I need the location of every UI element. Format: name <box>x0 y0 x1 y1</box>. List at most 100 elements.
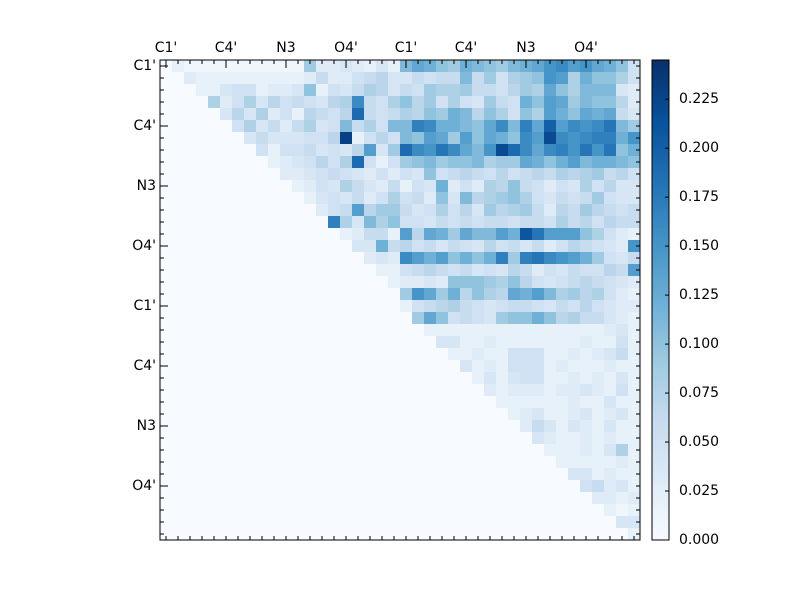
cell <box>568 84 581 97</box>
cell <box>292 204 305 217</box>
y-tick-label: C1' <box>133 58 156 74</box>
cell <box>580 528 593 541</box>
cell <box>376 252 389 265</box>
cell <box>580 120 593 133</box>
cell <box>544 396 557 409</box>
cell <box>268 288 281 301</box>
cell <box>580 480 593 493</box>
cell <box>448 336 461 349</box>
cell <box>340 528 353 541</box>
cell <box>268 108 281 121</box>
cell <box>604 228 617 241</box>
cell <box>532 252 545 265</box>
cell <box>304 396 317 409</box>
cell <box>184 528 197 541</box>
cell <box>304 348 317 361</box>
cell <box>400 240 413 253</box>
cell <box>424 504 437 517</box>
cell <box>388 444 401 457</box>
cell <box>388 336 401 349</box>
cell <box>304 204 317 217</box>
cell <box>280 240 293 253</box>
cell <box>256 444 269 457</box>
cell <box>376 240 389 253</box>
cell <box>472 396 485 409</box>
colorbar-segment <box>652 160 669 165</box>
cell <box>220 240 233 253</box>
cell <box>592 72 605 85</box>
cell <box>184 480 197 493</box>
cell <box>268 252 281 265</box>
cell <box>268 192 281 205</box>
cell <box>544 372 557 385</box>
cell <box>340 336 353 349</box>
cell <box>484 420 497 433</box>
cell <box>268 312 281 325</box>
cell <box>424 108 437 121</box>
cell <box>196 432 209 445</box>
cell <box>232 84 245 97</box>
colorbar-segment <box>652 176 669 181</box>
cell <box>328 180 341 193</box>
cell <box>544 192 557 205</box>
cell <box>460 528 473 541</box>
cell <box>292 168 305 181</box>
cell <box>568 204 581 217</box>
cell <box>292 408 305 421</box>
cell <box>484 108 497 121</box>
cell <box>388 288 401 301</box>
cell <box>472 60 485 73</box>
cell <box>352 516 365 529</box>
cell <box>580 156 593 169</box>
cell <box>472 516 485 529</box>
cell <box>208 468 221 481</box>
cell <box>364 204 377 217</box>
cell <box>184 360 197 373</box>
colorbar-segment <box>652 92 669 97</box>
cell <box>604 468 617 481</box>
cell <box>376 396 389 409</box>
cell <box>328 300 341 313</box>
cell <box>352 276 365 289</box>
colorbar-segment <box>652 232 669 237</box>
cell <box>388 144 401 157</box>
cell <box>448 504 461 517</box>
cell <box>316 72 329 85</box>
cell <box>160 228 173 241</box>
cell <box>424 60 437 73</box>
cell <box>592 204 605 217</box>
colorbar-segment <box>652 320 669 325</box>
cell <box>388 396 401 409</box>
cell <box>520 384 533 397</box>
cell <box>172 192 185 205</box>
cell <box>244 300 257 313</box>
cell <box>376 180 389 193</box>
cell <box>256 468 269 481</box>
cell <box>292 336 305 349</box>
cell <box>244 396 257 409</box>
cell <box>376 528 389 541</box>
cell <box>352 96 365 109</box>
cell <box>388 108 401 121</box>
colorbar-segment <box>652 364 669 369</box>
cell <box>424 516 437 529</box>
colorbar-segment <box>652 344 669 349</box>
y-tick-label: O4' <box>132 238 156 254</box>
cell <box>520 432 533 445</box>
cell <box>532 432 545 445</box>
cell <box>628 528 641 541</box>
cell <box>532 264 545 277</box>
cell <box>460 432 473 445</box>
cell <box>412 444 425 457</box>
cell <box>628 264 641 277</box>
cell <box>628 444 641 457</box>
cell <box>244 408 257 421</box>
cell <box>208 84 221 97</box>
cell <box>580 324 593 337</box>
cell <box>340 96 353 109</box>
cell <box>508 348 521 361</box>
cell <box>424 312 437 325</box>
cell <box>544 384 557 397</box>
cell <box>196 420 209 433</box>
